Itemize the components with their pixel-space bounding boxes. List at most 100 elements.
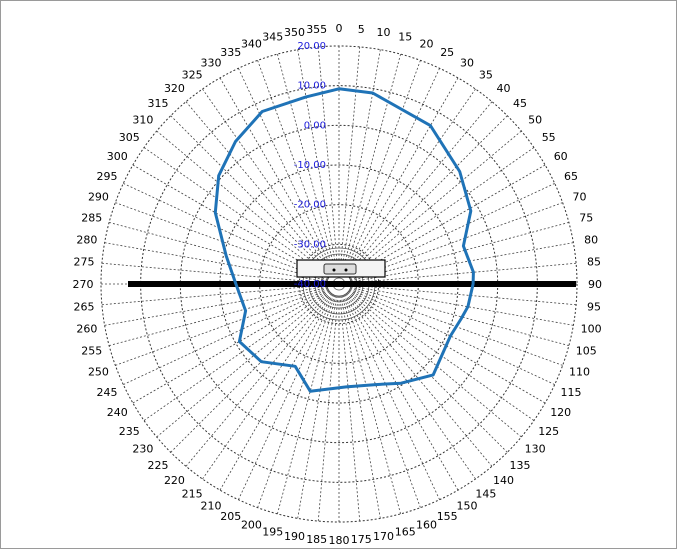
grid-spoke [350, 262, 577, 284]
grid-spoke [317, 295, 339, 522]
angle-tick-label: 270 [73, 278, 94, 291]
angle-tick-label: 20 [420, 37, 434, 50]
radial-tick-label: 20.00 [297, 41, 326, 52]
angle-tick-label: 30 [460, 56, 474, 69]
horizontal-axis-bar [128, 281, 576, 287]
grid-spoke [257, 60, 336, 273]
radial-tick-label: -20.00 [294, 200, 326, 211]
grid-spoke [342, 60, 421, 273]
angle-tick-label: 70 [573, 190, 587, 203]
angle-tick-label: 80 [584, 234, 598, 247]
grid-spoke [238, 68, 335, 274]
grid-spoke [185, 101, 332, 276]
grid-spoke [185, 292, 332, 467]
grid-spoke [219, 77, 334, 274]
angle-tick-label: 260 [76, 322, 97, 335]
angle-tick-label: 165 [395, 525, 416, 538]
grid-spoke [343, 68, 440, 274]
angle-tick-label: 65 [564, 170, 578, 183]
grid-spoke [341, 54, 401, 273]
grid-spoke [219, 294, 334, 491]
angle-tick-label: 255 [81, 344, 102, 357]
grid-spoke [123, 183, 329, 280]
angle-tick-label: 280 [76, 234, 97, 247]
grid-spoke [297, 49, 338, 273]
angle-tick-label: 330 [201, 56, 222, 69]
angle-tick-label: 50 [528, 113, 542, 126]
angle-tick-label: 150 [457, 500, 478, 513]
angle-tick-label: 275 [73, 256, 94, 269]
grid-spoke [202, 293, 333, 480]
grid-spoke [143, 147, 330, 278]
grid-spoke [143, 290, 330, 421]
angle-tick-label: 345 [262, 31, 283, 44]
grid-spoke [347, 115, 508, 276]
grid-spoke [350, 286, 569, 346]
grid-spoke [101, 284, 328, 306]
radial-tick-label: -40.00 [294, 279, 326, 290]
grid-spoke [123, 288, 329, 385]
grid-spoke [343, 294, 440, 500]
grid-spoke [109, 222, 328, 282]
grid-spoke [257, 295, 336, 508]
angle-tick-label: 285 [81, 212, 102, 225]
grid-spoke [156, 130, 331, 277]
grid-spoke [348, 147, 535, 278]
angle-tick-label: 35 [479, 68, 493, 81]
grid-spoke [340, 295, 381, 519]
angle-tick-label: 100 [581, 322, 602, 335]
angle-tick-label: 200 [241, 519, 262, 532]
angle-tick-label: 110 [569, 366, 590, 379]
angle-tick-label: 340 [241, 37, 262, 50]
angle-tick-label: 90 [588, 278, 602, 291]
angle-tick-label: 350 [284, 26, 305, 39]
angle-tick-label: 185 [306, 533, 327, 546]
grid-spoke [347, 292, 508, 453]
angle-tick-label: 105 [576, 344, 597, 357]
angle-tick-label: 265 [73, 300, 94, 313]
angle-tick-label: 205 [220, 510, 241, 523]
grid-spoke [350, 222, 569, 282]
device-connector-icon [323, 263, 357, 275]
angle-tick-label: 170 [373, 530, 394, 543]
angle-tick-label: 15 [398, 31, 412, 44]
angle-tick-label: 155 [437, 510, 458, 523]
angle-tick-label: 145 [475, 488, 496, 501]
angle-tick-label: 75 [579, 212, 593, 225]
angle-tick-label: 10 [376, 26, 390, 39]
angle-tick-label: 60 [554, 150, 568, 163]
angle-tick-label: 320 [164, 82, 185, 95]
grid-spoke [297, 295, 338, 519]
angle-tick-label: 300 [107, 150, 128, 163]
radial-tick-label: 0.00 [304, 120, 326, 131]
angle-tick-label: 310 [132, 113, 153, 126]
angle-tick-label: 120 [550, 406, 571, 419]
angle-tick-label: 135 [510, 459, 531, 472]
grid-spoke [349, 164, 546, 279]
grid-spoke [202, 88, 333, 275]
radial-tick-label: -30.00 [294, 239, 326, 250]
grid-spoke [109, 286, 328, 346]
grid-spoke [170, 115, 331, 276]
angle-tick-label: 305 [119, 131, 140, 144]
angle-tick-label: 190 [284, 530, 305, 543]
angle-tick-label: 125 [538, 425, 559, 438]
grid-spoke [347, 130, 522, 277]
angle-tick-label: 115 [561, 386, 582, 399]
grid-spoke [350, 242, 574, 283]
device-led-icon [344, 268, 348, 272]
grid-spoke [350, 284, 577, 306]
angle-tick-label: 220 [164, 474, 185, 487]
angle-tick-label: 240 [107, 406, 128, 419]
angle-tick-label: 245 [96, 386, 117, 399]
pattern-series-line [213, 87, 475, 393]
angle-tick-label: 95 [587, 300, 601, 313]
angle-tick-label: 335 [220, 46, 241, 59]
angle-tick-label: 180 [329, 534, 350, 547]
grid-spoke [349, 288, 555, 385]
grid-spoke [104, 242, 328, 283]
angle-tick-label: 325 [182, 68, 203, 81]
grid-spoke [317, 46, 339, 273]
angle-tick-label: 0 [336, 22, 343, 35]
